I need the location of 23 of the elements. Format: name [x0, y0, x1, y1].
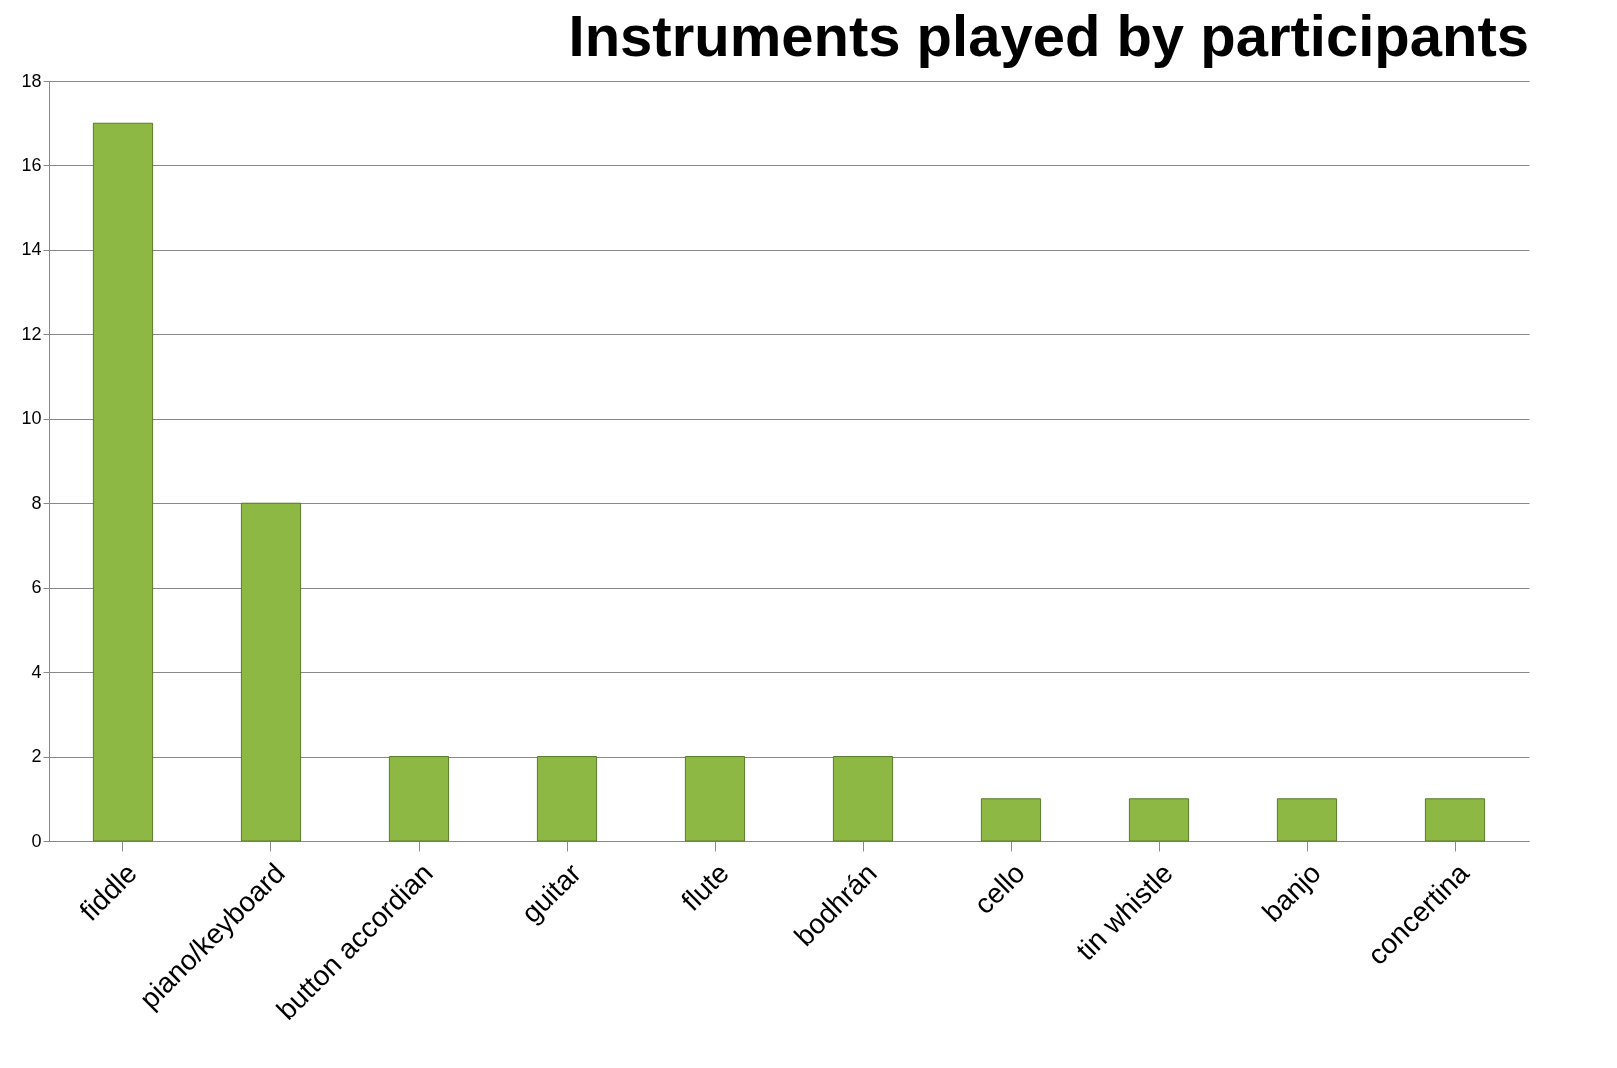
- y-tick-label: 0: [31, 830, 42, 851]
- bar: [1128, 798, 1190, 842]
- y-tick-label: 16: [21, 154, 42, 175]
- chart-title: Instruments played by participants: [568, 3, 1529, 68]
- y-tick-label: 8: [31, 492, 42, 513]
- y-tick-label: 12: [21, 323, 42, 344]
- bar: [980, 798, 1042, 842]
- bar: [536, 756, 598, 842]
- bar: [240, 502, 302, 842]
- bar: [1276, 798, 1338, 842]
- x-tick-label: cello: [968, 857, 1031, 921]
- y-tick-label: 18: [21, 70, 42, 91]
- y-tick-label: 4: [31, 661, 42, 682]
- bar: [388, 756, 450, 842]
- x-tick-label: flute: [675, 857, 735, 917]
- bar: [1424, 798, 1486, 842]
- bar: [832, 756, 894, 842]
- y-tick-label: 2: [31, 746, 42, 767]
- y-tick-label: 14: [21, 239, 42, 260]
- y-tick-label: 6: [31, 577, 42, 598]
- bar: [92, 122, 154, 842]
- bar: [684, 756, 746, 842]
- y-tick-label: 10: [21, 408, 42, 429]
